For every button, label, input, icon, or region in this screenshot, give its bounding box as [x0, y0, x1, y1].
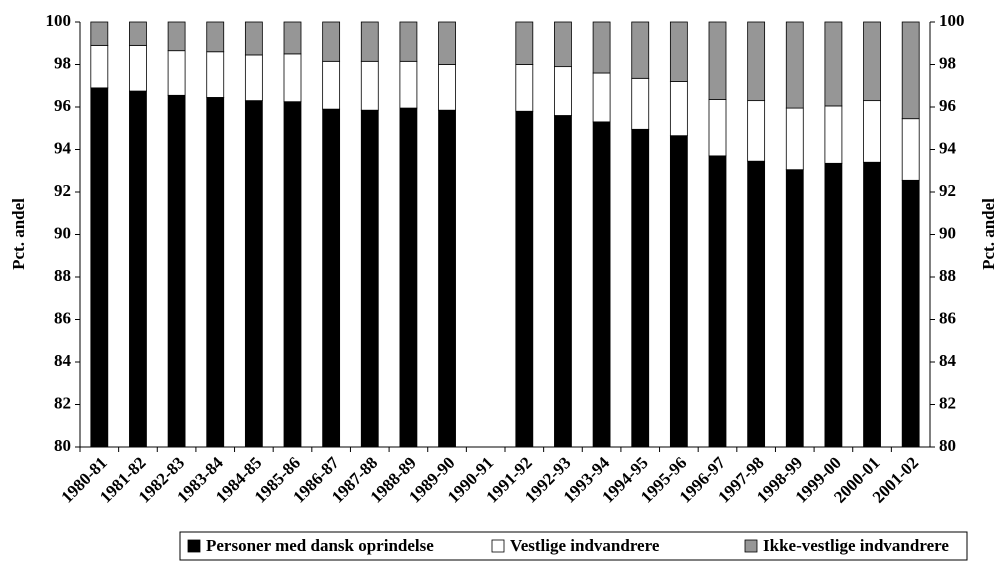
- bar-segment: [244, 21, 263, 56]
- bar-segment: [901, 21, 920, 120]
- legend-swatch: [491, 539, 505, 553]
- y2-tick-label: 90: [939, 223, 956, 242]
- bar-segment: [785, 21, 804, 109]
- bar-segment: [129, 21, 147, 46]
- legend-box: [179, 531, 968, 561]
- y2-tick-label: 82: [939, 393, 956, 412]
- bar-segment: [206, 97, 225, 448]
- bar-segment: [399, 107, 418, 448]
- y2-tick-label: 98: [939, 53, 956, 72]
- y2-tick-label: 84: [939, 351, 957, 370]
- bar-segment: [863, 21, 881, 102]
- bar-segment: [206, 21, 225, 53]
- bar-segment: [399, 60, 418, 109]
- y2-tick-label: 92: [939, 181, 956, 200]
- bar-segment: [592, 21, 611, 74]
- bar-segment: [283, 21, 302, 55]
- bar-segment: [90, 44, 109, 89]
- bar-segment: [669, 81, 688, 137]
- y-tick-label: 94: [54, 138, 72, 157]
- y-tick-label: 80: [54, 436, 71, 455]
- bar-segment: [167, 50, 186, 96]
- bar-segment: [244, 100, 263, 448]
- bar-segment: [863, 161, 881, 448]
- legend-label: Vestlige indvandrere: [510, 536, 660, 555]
- bar-segment: [554, 115, 572, 448]
- bar-segment: [438, 64, 456, 111]
- bar-segment: [863, 100, 881, 163]
- bar-segment: [90, 21, 109, 46]
- bar-segment: [515, 110, 534, 448]
- bar-segment: [554, 66, 572, 116]
- bar-segment: [438, 21, 456, 65]
- bar-segment: [824, 162, 843, 448]
- bar-segment: [901, 118, 920, 181]
- bar-segment: [90, 87, 109, 448]
- y2-tick-label: 96: [939, 96, 956, 115]
- bar-segment: [785, 169, 804, 448]
- bar-segment: [901, 179, 920, 448]
- y-axis-label: Pct. andel: [9, 198, 28, 270]
- bar-segment: [554, 21, 572, 68]
- bar-segment: [322, 60, 341, 110]
- legend-label: Personer med dansk oprindelse: [206, 536, 434, 555]
- bar-segment: [515, 64, 534, 112]
- y-tick-label: 84: [54, 351, 72, 370]
- y-tick-label: 90: [54, 223, 71, 242]
- bar-segment: [669, 21, 688, 82]
- bar-segment: [515, 21, 534, 65]
- bar-segment: [708, 99, 727, 157]
- bar-segment: [167, 94, 186, 448]
- bar-segment: [708, 21, 727, 100]
- y-tick-label: 96: [54, 96, 71, 115]
- bar-segment: [283, 101, 302, 448]
- y-tick-label: 100: [46, 11, 72, 30]
- y2-axis-label: Pct. andel: [979, 198, 998, 270]
- bar-segment: [669, 135, 688, 448]
- bar-segment: [129, 44, 147, 92]
- bar-segment: [360, 60, 379, 111]
- bar-segment: [631, 128, 650, 448]
- bar-segment: [631, 77, 650, 130]
- y2-tick-label: 88: [939, 266, 956, 285]
- bar-segment: [360, 109, 379, 448]
- y2-tick-label: 80: [939, 436, 956, 455]
- bar-segment: [167, 21, 186, 52]
- bar-segment: [824, 21, 843, 107]
- bar-segment: [708, 155, 727, 448]
- bar-segment: [129, 90, 147, 448]
- bar-segment: [438, 109, 456, 448]
- bar-segment: [631, 21, 650, 79]
- bar-segment: [592, 72, 611, 123]
- bar-segment: [747, 21, 766, 102]
- bar-segment: [206, 51, 225, 98]
- y-tick-label: 86: [54, 308, 71, 327]
- bar-segment: [824, 105, 843, 164]
- bar-segment: [283, 53, 302, 103]
- bar-segment: [322, 21, 341, 62]
- bar-segment: [244, 54, 263, 102]
- y-tick-label: 88: [54, 266, 71, 285]
- bar-segment: [360, 21, 379, 62]
- bar-segment: [322, 108, 341, 448]
- y2-tick-label: 86: [939, 308, 956, 327]
- y2-tick-label: 94: [939, 138, 957, 157]
- legend-swatch: [744, 539, 758, 553]
- y2-tick-label: 100: [939, 11, 965, 30]
- bar-segment: [747, 100, 766, 162]
- bar-segment: [399, 21, 418, 62]
- y-tick-label: 98: [54, 53, 71, 72]
- legend-swatch: [187, 539, 201, 553]
- bar-segment: [592, 121, 611, 448]
- legend-label: Ikke-vestlige indvandrere: [763, 536, 949, 555]
- bar-segment: [785, 107, 804, 171]
- y-tick-label: 82: [54, 393, 71, 412]
- bar-segment: [747, 160, 766, 448]
- y-tick-label: 92: [54, 181, 71, 200]
